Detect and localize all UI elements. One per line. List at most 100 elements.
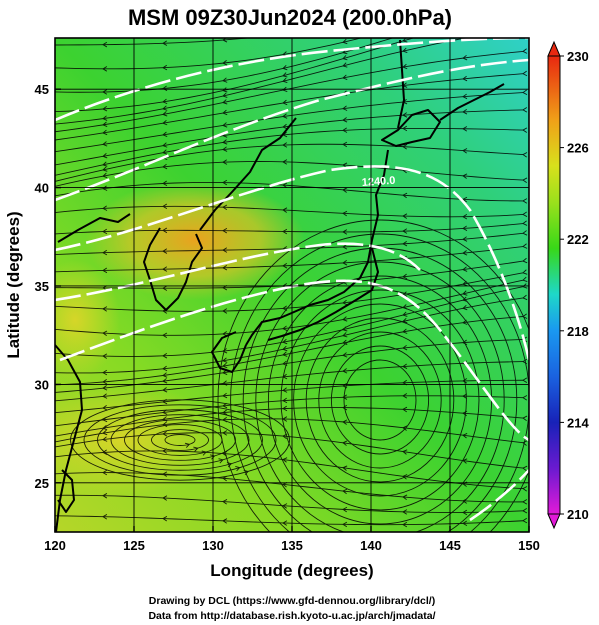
streamline-arrow [462,432,468,439]
streamline-arrow [210,454,216,460]
streamline-arrow [282,338,288,345]
y-tick-label: 35 [35,279,49,294]
streamline-arrow [463,0,467,2]
streamline-arrow [463,21,467,25]
colorbar-tick-label: 230 [567,49,589,64]
streamline-arrow [402,144,408,150]
streamline-arrow [462,520,468,526]
streamline-arrow [282,113,288,119]
streamline-arrow [402,449,408,455]
streamline-arrow [522,507,528,514]
colorbar-tick-label: 222 [567,232,589,247]
streamline-arrow [162,365,168,372]
streamline-arrow [342,339,348,345]
streamline-arrow [235,465,241,472]
streamline [55,38,252,46]
streamline [55,316,524,386]
streamline-arrow [462,109,468,115]
streamline-arrow [162,142,168,148]
streamline-arrow [342,521,348,528]
streamline-arrow [222,430,228,436]
streamline-arrow [282,77,288,84]
contour-line [469,469,529,522]
streamline-arrow [222,99,228,105]
streamline-arrow [102,66,108,72]
streamline-arrow [402,509,408,515]
contour-line [55,38,529,122]
streamline-loop [280,289,480,511]
streamline-arrow [522,486,528,492]
streamline-arrow [402,125,408,132]
streamline-arrow [522,107,528,113]
streamline-arrow [282,207,288,213]
streamline-arrow [222,409,228,415]
x-axis-label: Longitude (degrees) [210,561,373,580]
streamline-arrow [342,187,348,193]
streamline-arrow [402,273,408,280]
streamline-arrow [102,228,108,235]
streamline-arrow [402,112,408,118]
streamline-arrow [522,499,528,505]
streamline [55,127,524,176]
streamline-arrow [222,204,228,211]
streamline-loop [97,409,263,471]
streamline-arrow [462,290,468,296]
streamline-arrow [402,240,408,247]
streamline-arrow [162,40,168,46]
streamline-arrow [102,141,108,147]
streamline-loop [305,317,455,483]
streamline-arrow [222,402,228,409]
streamline-arrow [162,131,168,138]
streamline-arrow [282,72,288,78]
streamline-arrow [523,26,527,31]
streamline-arrow [222,247,228,253]
streamline-arrow [102,121,108,127]
streamline-arrow [522,415,528,422]
streamline-arrow [462,280,468,287]
streamline-arrow [342,316,348,322]
streamline-arrow [162,378,168,384]
streamline-arrow [102,353,108,359]
streamline-arrow [162,149,168,155]
streamline-arrow [102,385,108,391]
streamline-arrow [342,299,348,306]
streamline-arrow [102,436,108,442]
streamline-arrow [102,514,108,520]
streamline-arrow [462,148,468,154]
streamline-arrow [162,421,168,427]
streamline-arrow [222,369,228,375]
streamline-arrow [222,179,228,186]
colorbar-bottom-arrow [547,513,561,530]
streamline-arrow [162,372,168,378]
warm-region-south [55,385,230,495]
streamline-arrow [162,98,168,105]
streamline-arrow [102,369,108,376]
streamline-arrow [522,127,528,133]
x-tick-label: 130 [202,538,224,553]
streamline-arrow [218,458,224,464]
y-axis-label: Latitude (degrees) [4,211,23,358]
streamline-arrow [342,404,348,411]
streamline-arrow [222,362,228,369]
streamline-arrow [462,304,468,311]
streamline-arrow [342,368,348,374]
streamline-arrow [462,75,468,82]
manchuria-coast [199,117,297,231]
streamline-arrow [282,325,288,331]
streamline-arrow [162,227,168,234]
streamline-arrow [402,311,408,317]
streamline-loop [293,303,467,497]
streamline-arrow [222,109,228,116]
streamline-loop [151,429,209,451]
streamline-arrow [342,229,348,235]
streamline-arrow [462,250,468,256]
sakhalin-coast [397,39,405,129]
streamline-arrow [222,308,228,314]
streamline-arrow [162,111,168,117]
streamline-arrow [282,503,288,509]
streamline [55,205,524,218]
streamline-arrow [222,122,228,128]
streamline-arrow [282,142,288,148]
streamline-arrow [102,185,108,191]
